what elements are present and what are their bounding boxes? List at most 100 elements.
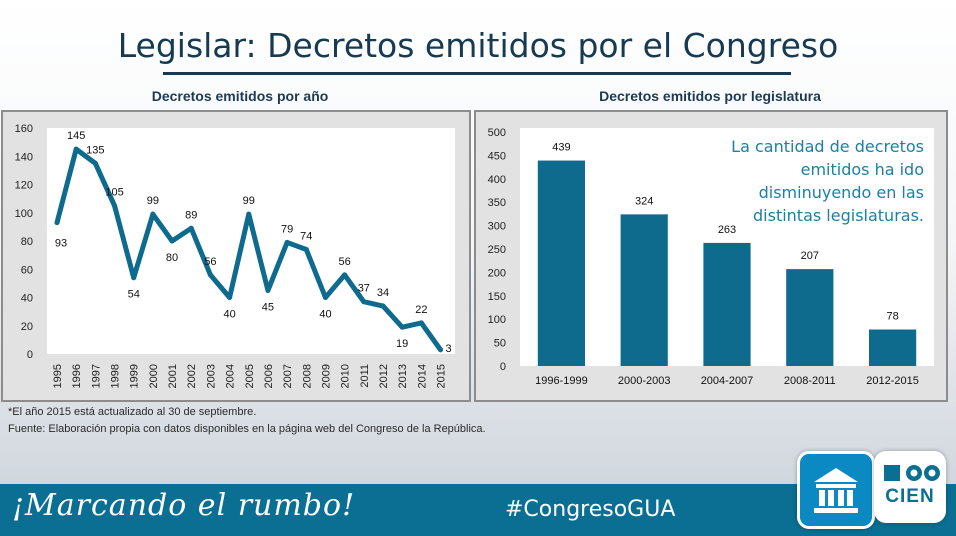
data-point [131,275,137,281]
y-tick-label: 300 [488,221,506,233]
x-tick-label: 2013 [397,364,409,388]
line-chart-title: Decretos emitidos por año [151,88,329,104]
y-tick-label: 200 [488,267,506,279]
data-label: 40 [223,309,235,321]
data-label: 263 [718,224,736,236]
annotation-line: La cantidad de decretos [731,137,924,156]
y-tick-label: 0 [27,349,33,361]
data-label: 99 [243,195,255,207]
data-point [246,211,252,217]
bar [620,214,668,366]
data-label: 3 [445,343,451,355]
congreso-logo [797,451,875,529]
x-tick-label: 2009 [320,364,332,388]
y-tick-label: 100 [15,208,33,220]
x-tick-label: 2001 [167,364,179,388]
footer-hashtag: #CongresoGUA [505,497,676,522]
data-label: 19 [396,338,408,350]
data-label: 105 [105,187,123,199]
data-point [227,295,233,300]
data-point [418,320,424,326]
data-point [361,299,367,305]
data-label: 324 [635,195,653,207]
annotation-line: distintas legislaturas. [753,206,924,225]
data-point [303,246,309,252]
data-point [265,287,271,293]
data-point [188,225,194,231]
x-tick-label: 2003 [205,364,217,388]
bar [537,160,585,366]
x-tick-label: 2014 [416,364,428,388]
data-label: 89 [185,209,197,221]
data-point [284,239,290,245]
plot-area [47,128,455,354]
data-point [399,324,405,330]
line-chart-panel: 0 20 40 60 80 100 120 140 160 1995 1996 1997 1998 199… [1,110,471,402]
y-tick-label: 60 [21,264,33,276]
cien-logo-mark [884,465,940,481]
bar-chart-panel: 0 50 100 150 200 250 300 350 400 450 500 439 1996-19… [474,110,948,402]
data-label: 79 [281,223,293,235]
x-tick-label: 2006 [263,364,275,388]
y-tick-label: 40 [21,293,33,305]
x-tick-label: 2015 [436,364,448,388]
y-tick-label: 150 [488,291,506,303]
x-tick-label: 2004 [225,364,237,388]
data-point [54,220,60,226]
x-tick-label: 2012-2015 [866,375,919,387]
data-point [150,211,156,217]
data-label: 56 [204,256,216,268]
data-label: 145 [67,130,85,142]
annotation-line: emitidos ha ido [801,160,924,179]
y-tick-label: 140 [15,151,33,163]
data-label: 135 [86,144,104,156]
data-label: 54 [128,289,140,301]
x-tick-label: 2005 [244,364,256,388]
data-label: 78 [886,310,898,322]
annotation-line: disminuyendo en las [759,183,924,202]
y-tick-label: 500 [488,127,506,139]
y-tick-label: 400 [488,174,506,186]
data-label: 56 [339,256,351,268]
y-tick-label: 250 [488,244,506,256]
x-tick-label: 1995 [52,364,64,388]
y-tick-label: 20 [21,321,33,333]
note-update: *El año 2015 está actualizado al 30 de s… [8,406,257,418]
data-label: 22 [415,304,427,316]
footer-slogan: ¡Marcando el rumbo! [12,488,356,523]
bar [786,269,834,366]
title-underline [163,72,791,75]
x-tick-label: 1997 [90,364,102,388]
y-tick-label: 80 [21,236,33,248]
x-tick-label: 1999 [129,364,141,388]
y-tick-label: 160 [15,123,33,135]
building-icon [814,468,858,513]
y-tick-label: 50 [494,338,506,350]
data-label: 37 [358,283,370,295]
data-label: 74 [300,230,312,242]
x-tick-label: 1996 [71,364,83,388]
data-point [380,303,386,309]
bar [869,329,917,366]
x-tick-label: 1998 [110,364,122,388]
data-label: 99 [147,195,159,207]
page-title: Legislar: Decretos emitidos por el Congr… [117,26,839,65]
cien-logo: CIEN [874,451,946,523]
data-label: 40 [319,309,331,321]
data-point [207,272,213,278]
data-point [73,146,79,152]
y-tick-label: 0 [500,361,506,373]
footer-bar [0,484,956,536]
y-tick-label: 100 [488,314,506,326]
x-tick-label: 2002 [186,364,198,388]
x-tick-label: 2012 [378,364,390,388]
y-tick-label: 120 [15,180,33,192]
x-tick-label: 2008 [301,364,313,388]
note-source: Fuente: Elaboración propia con datos dis… [8,423,486,435]
y-tick-label: 350 [488,197,506,209]
x-tick-label: 2000-2003 [618,375,671,387]
data-label: 80 [166,252,178,264]
data-point [342,272,348,278]
x-tick-label: 2007 [282,364,294,388]
data-point [322,295,328,300]
